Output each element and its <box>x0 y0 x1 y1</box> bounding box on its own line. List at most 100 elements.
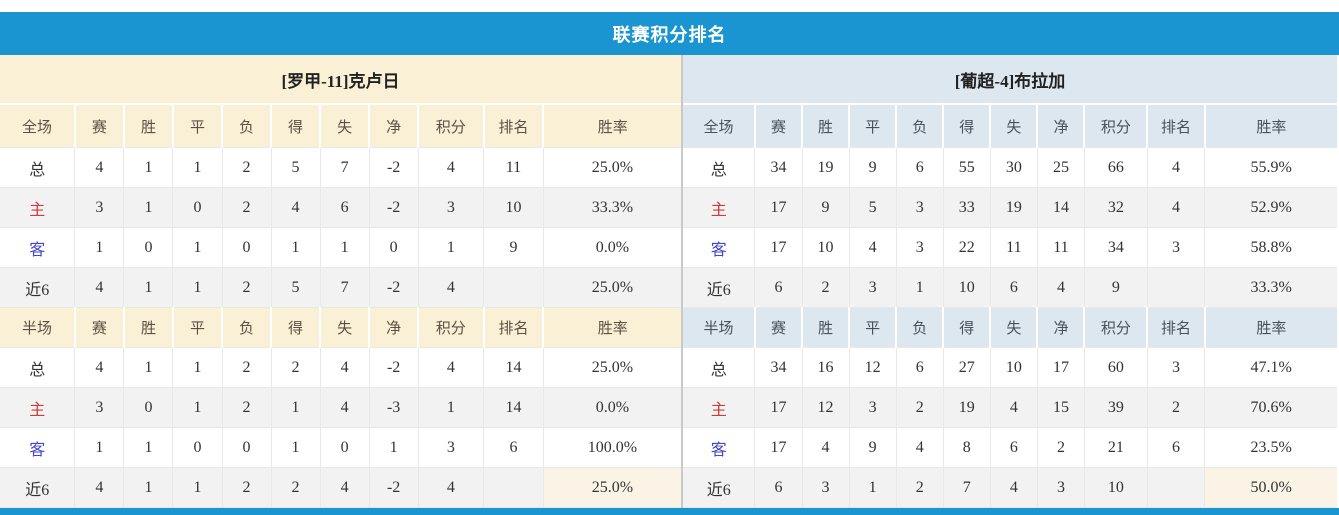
stat-cell: 4 <box>320 467 370 508</box>
stat-cell: -2 <box>369 267 419 308</box>
stat-cell: 1 <box>172 387 223 428</box>
tables-container: [罗甲-11]克卢日 全场赛胜平负得失净积分 排名 胜率总 4 1 1 2 5 7 -2 4 11 25.… <box>0 55 1339 508</box>
points-cell: 66 <box>1084 147 1148 188</box>
stat-cell: 2 <box>222 387 272 428</box>
stat-cell: 1 <box>123 427 174 468</box>
rank-cell: 14 <box>483 347 544 388</box>
rank-cell: 4 <box>1147 187 1206 228</box>
rank-cell: 9 <box>483 227 544 268</box>
left-half-row-total: 总 4 1 1 2 2 4 -2 4 14 25.0% <box>0 347 681 388</box>
col-header: 得 <box>271 104 322 148</box>
points-cell: 1 <box>418 227 485 268</box>
stat-cell: 12 <box>802 387 850 428</box>
stat-cell: 6 <box>990 427 1038 468</box>
stat-cell: 1 <box>74 427 125 468</box>
stat-cell: 4 <box>1037 267 1085 308</box>
rank-cell: 3 <box>1147 347 1206 388</box>
col-header: 净 <box>1037 104 1086 148</box>
rate-cell: 47.1% <box>1204 347 1337 388</box>
stat-cell: 0 <box>123 387 174 428</box>
stat-cell: 1 <box>172 227 223 268</box>
stat-cell: 9 <box>849 147 897 188</box>
stat-cell: 3 <box>74 187 125 228</box>
col-header: 平 <box>849 307 898 348</box>
col-header: 排名 <box>1147 307 1206 348</box>
stat-cell: 0 <box>172 427 223 468</box>
points-cell: 60 <box>1084 347 1148 388</box>
points-cell: 10 <box>1084 467 1148 508</box>
rank-cell: 10 <box>483 187 544 228</box>
stat-cell: 15 <box>1037 387 1085 428</box>
stat-cell: 4 <box>74 147 125 188</box>
rate-cell: 25.0% <box>543 347 681 388</box>
rate-cell: 33.3% <box>1204 267 1337 308</box>
stat-cell: 4 <box>849 227 897 268</box>
rate-cell: 52.9% <box>1204 187 1337 228</box>
stat-cell: 0 <box>123 227 174 268</box>
col-header: 排名 <box>483 307 545 348</box>
col-header: 胜 <box>802 104 851 148</box>
right-half-row-home: 主 17 12 3 2 19 4 15 39 2 70.6% <box>683 387 1337 428</box>
stat-cell: 1 <box>172 467 223 508</box>
stat-cell: 1 <box>172 147 223 188</box>
col-header: 赛 <box>754 104 804 148</box>
rate-cell: 58.8% <box>1204 227 1337 268</box>
stat-cell: 5 <box>271 147 321 188</box>
col-header: 平 <box>172 307 224 348</box>
rate-cell: 25.0% <box>543 267 681 308</box>
stat-cell: -2 <box>369 467 419 508</box>
stat-cell: 25 <box>1037 147 1085 188</box>
col-header: 全场 <box>683 104 756 148</box>
stat-cell: 14 <box>1037 187 1085 228</box>
stat-cell: 34 <box>754 347 803 388</box>
stat-cell: 10 <box>990 347 1038 388</box>
row-label: 主 <box>0 187 76 228</box>
rate-cell: 0.0% <box>543 387 681 428</box>
stat-cell: 1 <box>123 187 174 228</box>
col-header: 失 <box>990 307 1039 348</box>
rank-cell: 6 <box>483 427 544 468</box>
stat-cell: 3 <box>849 387 897 428</box>
col-header: 赛 <box>74 104 125 148</box>
stat-cell: 7 <box>320 147 370 188</box>
stat-cell: 1 <box>123 147 174 188</box>
stat-cell: 6 <box>320 187 370 228</box>
stat-cell: 16 <box>802 347 850 388</box>
right-half-row-away: 客 17 4 9 4 8 6 2 21 6 23.5% <box>683 427 1337 468</box>
stat-cell: 4 <box>896 427 944 468</box>
col-header: 排名 <box>483 104 545 148</box>
points-cell: 32 <box>1084 187 1148 228</box>
rank-cell: 6 <box>1147 427 1206 468</box>
stat-cell: 3 <box>896 227 944 268</box>
row-label: 总 <box>683 347 756 388</box>
stat-cell: -3 <box>369 387 419 428</box>
stat-cell: 1 <box>369 427 419 468</box>
row-label: 近6 <box>683 267 756 308</box>
stat-cell: 19 <box>990 187 1038 228</box>
col-header: 负 <box>896 104 945 148</box>
col-header: 胜 <box>123 307 174 348</box>
stat-cell: 1 <box>123 467 174 508</box>
stat-cell: 5 <box>849 187 897 228</box>
right-stats-table: [葡超-4]布拉加 全场赛胜平负得失净积分 排名 胜率总 34 19 9 6 55 30 25 66 4… <box>683 55 1337 508</box>
rank-cell: 2 <box>1147 387 1206 428</box>
stat-cell: 1 <box>320 227 370 268</box>
stat-cell: 17 <box>754 187 803 228</box>
left-full-row-recent: 近6 4 1 1 2 5 7 -2 4 25.0% <box>0 267 681 308</box>
rate-cell: 25.0% <box>543 467 681 508</box>
stat-cell: 0 <box>369 227 419 268</box>
rank-cell <box>483 467 544 508</box>
left-team-table: [罗甲-11]克卢日 全场赛胜平负得失净积分 排名 胜率总 4 1 1 2 5 7 -2 4 11 25.… <box>0 55 681 508</box>
stat-cell: 27 <box>943 347 991 388</box>
row-label: 客 <box>683 427 756 468</box>
points-cell: 4 <box>418 267 485 308</box>
col-header: 得 <box>943 104 992 148</box>
stat-cell: 10 <box>943 267 991 308</box>
stat-cell: 3 <box>1037 467 1085 508</box>
stat-cell: 3 <box>802 467 850 508</box>
stat-cell: 1 <box>849 467 897 508</box>
rate-cell: 23.5% <box>1204 427 1337 468</box>
stat-cell: 0 <box>172 187 223 228</box>
stat-cell: 11 <box>990 227 1038 268</box>
right-half-row-total: 总 34 16 12 6 27 10 17 60 3 47.1% <box>683 347 1337 388</box>
